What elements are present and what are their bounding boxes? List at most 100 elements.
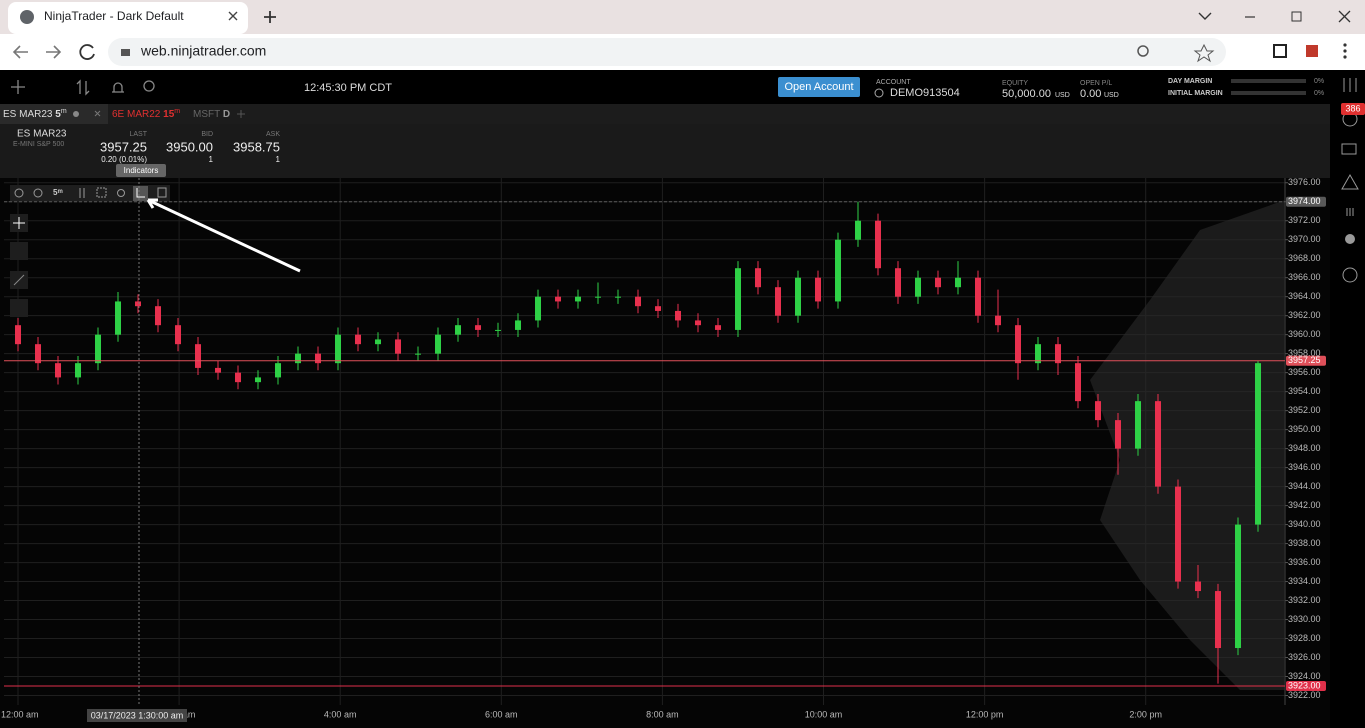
menu-dot[interactable] bbox=[1343, 43, 1347, 47]
tab-close[interactable] bbox=[94, 110, 101, 117]
tab-search[interactable] bbox=[1198, 12, 1212, 20]
tab-label[interactable]: 6E MAR22 15m bbox=[112, 108, 180, 120]
day-margin-label: DAY MARGIN bbox=[1168, 78, 1212, 85]
bid-price: 3950.00 bbox=[166, 139, 213, 154]
price-marker-box bbox=[1286, 355, 1326, 366]
side-panel[interactable] bbox=[1273, 44, 1287, 58]
last-label: LAST bbox=[129, 131, 147, 138]
chart-style[interactable] bbox=[79, 188, 85, 198]
y-tick-label: 3926.00 bbox=[1288, 652, 1321, 662]
y-tick-label: 3962.00 bbox=[1288, 310, 1321, 320]
y-tick-label: 3950.00 bbox=[1288, 424, 1321, 434]
candle-body bbox=[315, 353, 321, 364]
candle-body bbox=[55, 363, 61, 378]
candle-body bbox=[955, 277, 961, 288]
y-tick-label: 3972.00 bbox=[1288, 215, 1321, 225]
x-tick-label: 12:00 am bbox=[1, 709, 39, 719]
candle-body bbox=[475, 325, 481, 330]
candle-body bbox=[855, 220, 861, 240]
y-tick-label: 3940.00 bbox=[1288, 519, 1321, 529]
y-tick-label: 3938.00 bbox=[1288, 538, 1321, 548]
candle-body bbox=[175, 325, 181, 345]
favicon bbox=[20, 10, 34, 24]
sidebar-chat[interactable] bbox=[1341, 143, 1357, 155]
sidebar-columns[interactable] bbox=[1346, 208, 1354, 216]
y-tick-label: 3970.00 bbox=[1288, 234, 1321, 244]
open-account-button[interactable] bbox=[778, 77, 860, 97]
candle-body bbox=[815, 277, 821, 302]
tab-symbol: 6E MAR22 bbox=[112, 109, 161, 120]
price-marker-label: 3923.00 bbox=[1288, 680, 1321, 690]
candle-body bbox=[1055, 344, 1061, 364]
close-window[interactable] bbox=[1338, 10, 1351, 23]
notes-tool[interactable] bbox=[10, 242, 28, 260]
address-bar[interactable] bbox=[108, 38, 1226, 66]
y-tick-label: 3952.00 bbox=[1288, 405, 1321, 415]
lock-tool[interactable] bbox=[10, 299, 28, 317]
tab-label[interactable]: ES MAR23 5m bbox=[3, 108, 67, 120]
reload[interactable] bbox=[79, 44, 95, 60]
change: 0.20 (0.01%) bbox=[101, 155, 147, 164]
candle-body bbox=[15, 325, 21, 345]
zoom-out[interactable] bbox=[33, 188, 43, 198]
candle-body bbox=[115, 301, 121, 335]
browser-tab[interactable] bbox=[8, 2, 248, 34]
candle-body bbox=[535, 296, 541, 321]
sidebar-help[interactable] bbox=[1342, 267, 1358, 283]
y-tick-label: 3944.00 bbox=[1288, 481, 1321, 491]
chart-area bbox=[0, 178, 1330, 728]
back[interactable] bbox=[12, 45, 28, 59]
forward[interactable] bbox=[46, 45, 62, 59]
candle-body bbox=[675, 310, 681, 321]
tab-label[interactable]: MSFT D bbox=[193, 109, 230, 120]
tab-unit: m bbox=[174, 108, 180, 115]
account-label: ACCOUNT bbox=[876, 79, 911, 86]
sidebar-settings[interactable] bbox=[1343, 78, 1357, 92]
candle-body bbox=[255, 377, 261, 383]
x-tick-label: 4:00 am bbox=[324, 709, 357, 719]
y-tick-label: 3922.00 bbox=[1288, 690, 1321, 700]
add-tab[interactable] bbox=[237, 110, 245, 118]
zoom-icon[interactable] bbox=[1137, 45, 1149, 57]
candle-body bbox=[1255, 363, 1261, 525]
maximize[interactable] bbox=[1291, 11, 1302, 22]
candle-body bbox=[355, 334, 361, 345]
bid-label: BID bbox=[201, 131, 213, 138]
candle-body bbox=[755, 268, 761, 288]
zoom-in[interactable] bbox=[14, 188, 24, 198]
templates[interactable] bbox=[157, 187, 167, 198]
interval-button[interactable]: 5m bbox=[53, 188, 63, 197]
initial-margin-label: INITIAL MARGIN bbox=[1168, 90, 1223, 97]
candle-body bbox=[455, 325, 461, 335]
active-tab[interactable] bbox=[0, 104, 108, 124]
tooltip bbox=[116, 164, 166, 177]
bookmark-star[interactable] bbox=[1193, 43, 1215, 63]
candle-body bbox=[75, 363, 81, 378]
tab-close[interactable] bbox=[228, 11, 238, 21]
candle-body bbox=[215, 367, 221, 373]
candle-body bbox=[1175, 486, 1181, 582]
candle-body bbox=[635, 296, 641, 307]
lock-icon bbox=[121, 49, 130, 56]
crosshair-icon bbox=[13, 217, 25, 229]
candle-body bbox=[655, 306, 661, 311]
y-tick-label: 3964.00 bbox=[1288, 291, 1321, 301]
settings[interactable] bbox=[117, 189, 125, 197]
select-tool[interactable] bbox=[96, 187, 107, 198]
order-button[interactable] bbox=[76, 79, 90, 96]
alerts-button[interactable] bbox=[112, 82, 124, 93]
account-id[interactable]: DEMO913504 bbox=[890, 87, 960, 99]
grid bbox=[4, 178, 1288, 705]
indicators-button[interactable] bbox=[133, 186, 148, 201]
add-button[interactable] bbox=[11, 80, 25, 94]
search-button[interactable] bbox=[143, 80, 155, 92]
sidebar-alerts[interactable] bbox=[1341, 173, 1359, 190]
extension[interactable] bbox=[1306, 45, 1318, 57]
y-tick-label: 3928.00 bbox=[1288, 633, 1321, 643]
candles bbox=[4, 201, 1285, 687]
y-tick-label: 3954.00 bbox=[1288, 386, 1321, 396]
candle-body bbox=[1095, 401, 1101, 421]
new-tab[interactable] bbox=[264, 11, 276, 23]
menu-dot bbox=[1343, 49, 1347, 53]
sidebar-community[interactable] bbox=[1345, 234, 1355, 244]
